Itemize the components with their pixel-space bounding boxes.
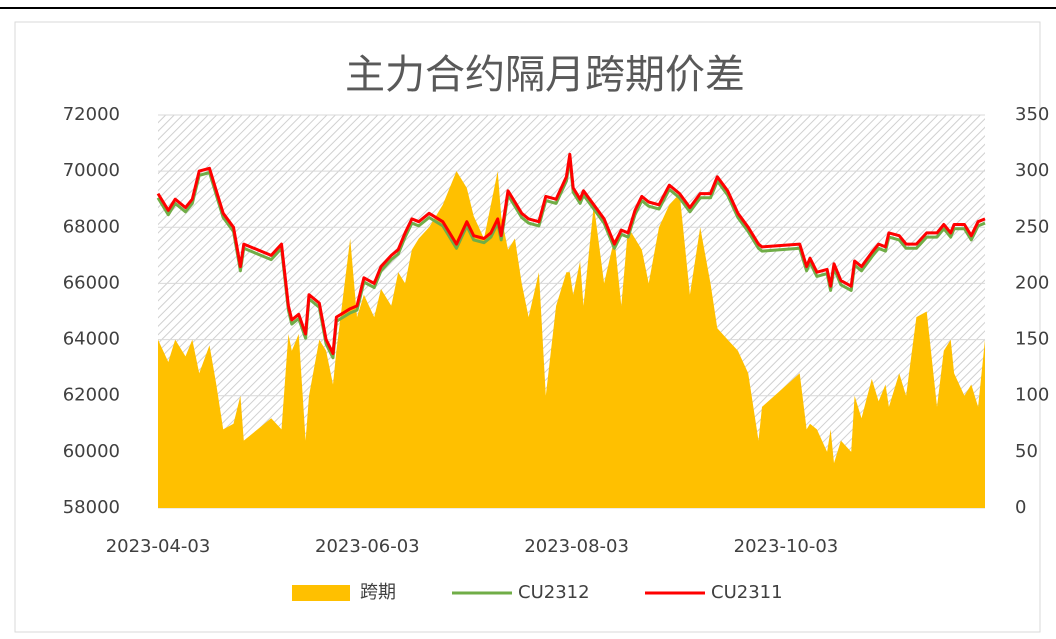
y-tick-label: 66000	[63, 272, 120, 293]
y-tick-label: 72000	[63, 104, 120, 125]
legend-label: CU2312	[518, 582, 590, 603]
x-tick-label: 2023-06-03	[315, 536, 420, 557]
x-tick-label: 2023-10-03	[734, 536, 839, 557]
y2-tick-label: 150	[1015, 329, 1049, 350]
y2-tick-label: 250	[1015, 216, 1049, 237]
y-tick-label: 62000	[63, 385, 120, 406]
y2-tick-label: 50	[1015, 441, 1038, 462]
y2-tick-label: 200	[1015, 272, 1049, 293]
line	[156, 152, 986, 356]
y-tick-label: 58000	[63, 497, 120, 518]
chart-title: 主力合约隔月跨期价差	[345, 52, 745, 98]
legend-label: CU2311	[711, 582, 783, 603]
y-tick-label: 70000	[63, 160, 120, 181]
y2-tick-label: 300	[1015, 160, 1049, 181]
chart-frame	[14, 21, 1041, 633]
y2-tick-label: 100	[1015, 385, 1049, 406]
x-tick-label: 2023-08-03	[524, 536, 629, 557]
area	[158, 171, 985, 508]
x-tick-label: 2023-04-03	[106, 536, 211, 557]
legend-label: 跨期	[360, 582, 396, 603]
y2-tick-label: 350	[1015, 104, 1049, 125]
legend-swatch	[292, 585, 350, 601]
y-tick-label: 64000	[63, 329, 120, 350]
y-tick-label: 60000	[63, 441, 120, 462]
y2-tick-label: 0	[1015, 497, 1026, 518]
y-tick-label: 68000	[63, 216, 120, 237]
